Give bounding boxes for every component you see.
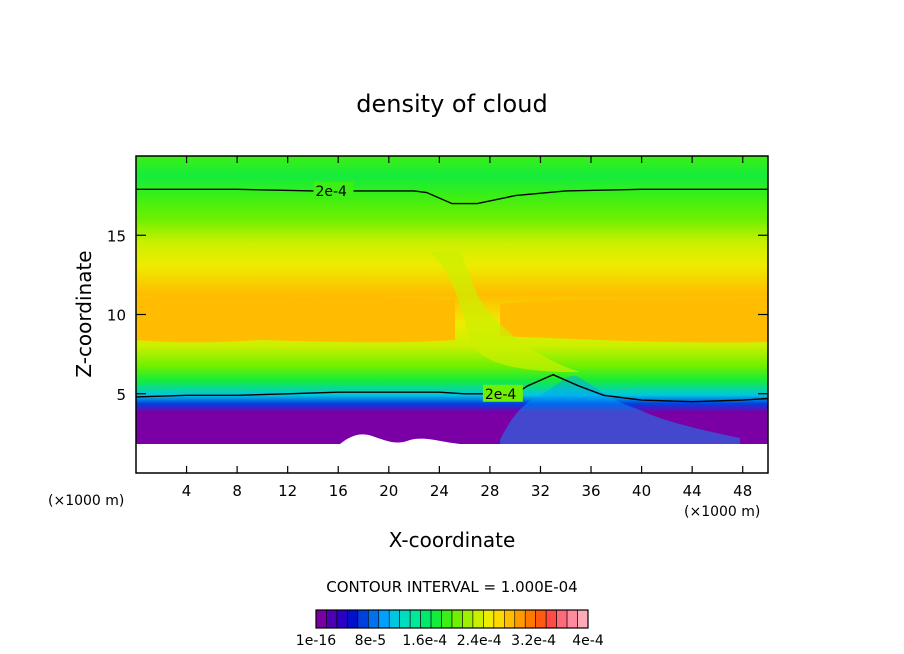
colorbar-labels: 1e-16 8e-5 1.6e-4 2.4e-4 3.2e-4 4e-4 bbox=[296, 633, 604, 649]
colorbar-swatch bbox=[566, 609, 578, 629]
x-axis-label: X-coordinate bbox=[389, 528, 516, 552]
colorbar bbox=[315, 609, 589, 629]
x-tick-label: 40 bbox=[632, 482, 651, 500]
x-tick-label: 28 bbox=[480, 482, 499, 500]
colorbar-swatch bbox=[524, 609, 536, 629]
x-tick-label: 32 bbox=[531, 482, 550, 500]
yellow-plume bbox=[430, 252, 580, 372]
colorbar-swatch bbox=[420, 609, 432, 629]
x-axis-ticks: 4 8 12 16 20 24 28 32 36 40 44 48 bbox=[182, 156, 752, 500]
colorbar-swatch bbox=[451, 609, 463, 629]
x-tick-label: 44 bbox=[683, 482, 702, 500]
y-axis-ticks: 5 10 15 bbox=[107, 227, 768, 404]
contour-line bbox=[136, 188, 768, 205]
colorbar-swatch bbox=[378, 609, 390, 629]
colorbar-swatch bbox=[399, 609, 411, 629]
x-tick-label: 48 bbox=[733, 482, 752, 500]
contour-interval-text: CONTOUR INTERVAL = 1.000E-04 bbox=[326, 578, 577, 596]
colorbar-label: 3.2e-4 bbox=[511, 633, 556, 649]
x-tick-label: 20 bbox=[379, 482, 398, 500]
x-tick-label: 4 bbox=[182, 482, 192, 500]
colorbar-swatch bbox=[483, 609, 495, 629]
y-tick-label: 10 bbox=[107, 307, 126, 325]
x-tick-label: 12 bbox=[278, 482, 297, 500]
lower-terrain-edge bbox=[136, 434, 768, 473]
colorbar-swatch bbox=[441, 609, 453, 629]
contour-label-bg bbox=[313, 181, 354, 199]
x-tick-label: 36 bbox=[581, 482, 600, 500]
turbulent-region bbox=[500, 375, 740, 444]
colorbar-swatch bbox=[504, 609, 516, 629]
y-tick-label: 15 bbox=[107, 227, 126, 245]
colorbar-swatch bbox=[357, 609, 369, 629]
colorbar-swatch bbox=[409, 609, 421, 629]
colorbar-swatch bbox=[472, 609, 484, 629]
colorbar-swatch bbox=[493, 609, 505, 629]
contour-label-bg bbox=[482, 384, 523, 402]
colorbar-swatch bbox=[336, 609, 348, 629]
colorbar-swatch bbox=[577, 609, 589, 629]
colorbar-swatch bbox=[326, 609, 338, 629]
colorbar-swatch bbox=[545, 609, 557, 629]
chart-title: density of cloud bbox=[356, 90, 547, 118]
colorbar-swatch bbox=[388, 609, 400, 629]
x-tick-label: 16 bbox=[329, 482, 348, 500]
x-unit-left: (×1000 m) bbox=[48, 493, 124, 509]
contour-label: 2e-4 bbox=[485, 387, 517, 403]
colorbar-label: 1.6e-4 bbox=[402, 633, 447, 649]
colorbar-swatch bbox=[556, 609, 568, 629]
x-unit-right: (×1000 m) bbox=[684, 504, 760, 520]
colorbar-label: 1e-16 bbox=[296, 633, 336, 649]
colorbar-label: 8e-5 bbox=[355, 633, 386, 649]
colorbar-swatch bbox=[462, 609, 474, 629]
contour-label: 2e-4 bbox=[315, 184, 347, 200]
colorbar-swatch bbox=[315, 609, 327, 629]
colorbar-swatch bbox=[430, 609, 442, 629]
contour-labels: 2e-4 2e-4 bbox=[313, 181, 523, 403]
colorbar-label: 2.4e-4 bbox=[457, 633, 502, 649]
y-axis-label: Z-coordinate bbox=[72, 250, 96, 377]
orange-band-left bbox=[136, 295, 455, 343]
colorbar-swatch bbox=[514, 609, 526, 629]
colorbar-swatch bbox=[368, 609, 380, 629]
orange-band-right bbox=[500, 298, 768, 343]
colorbar-swatch bbox=[347, 609, 359, 629]
x-tick-label: 8 bbox=[232, 482, 242, 500]
colorbar-label: 4e-4 bbox=[572, 633, 604, 649]
colorbar-frame bbox=[315, 609, 589, 629]
x-tick-label: 24 bbox=[430, 482, 449, 500]
y-tick-label: 5 bbox=[116, 386, 126, 404]
colorbar-swatch bbox=[535, 609, 547, 629]
